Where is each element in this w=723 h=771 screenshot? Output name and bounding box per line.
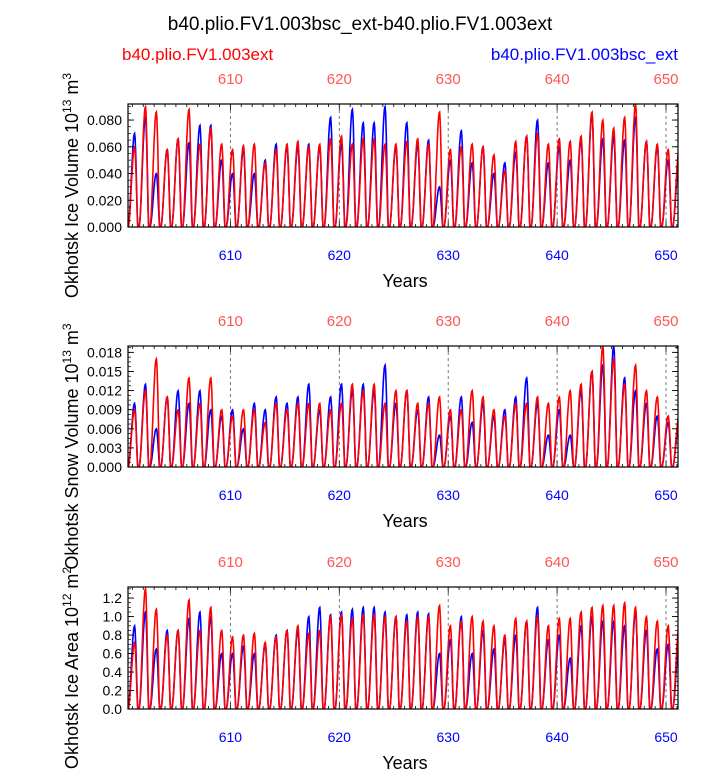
- x-tick-label-top: 610: [218, 71, 243, 88]
- x-axis-label: Years: [382, 271, 427, 291]
- y-axis-label-unit-exponent: 3: [60, 73, 74, 80]
- y-tick-label: 0.009: [87, 402, 122, 418]
- x-tick-label-bottom: 620: [328, 729, 352, 745]
- plot-frame: [127, 345, 679, 468]
- y-tick-label: 0.8: [103, 627, 123, 643]
- y-tick-label: 0.0: [103, 701, 123, 717]
- y-tick-label: 0.006: [87, 421, 122, 437]
- legend-label-ext: b40.plio.FV1.003ext: [122, 45, 273, 64]
- x-tick-label-bottom: 640: [545, 247, 569, 263]
- x-tick-label-top: 640: [545, 554, 570, 571]
- chart-panel-ice-volume: 610 610 620 620 630 630 640 640 650 650 0.000 0.020…: [60, 71, 679, 298]
- y-axis-label-unit: m: [62, 80, 82, 100]
- legend-label-bsc-ext: b40.plio.FV1.003bsc_ext: [491, 45, 678, 64]
- y-axis-label-text: Okhotsk Ice Volume 10: [62, 113, 82, 298]
- chart-panels: 6106106206206306306406406506500.0000.020…: [60, 71, 679, 771]
- y-tick-label: 0.000: [87, 459, 122, 475]
- x-tick-label-bottom: 610: [219, 487, 243, 503]
- y-tick-label: 0.4: [103, 664, 123, 680]
- y-axis-label-unit-exponent: 3: [60, 323, 74, 330]
- y-tick-label: 0.2: [103, 683, 123, 699]
- chart-panel-ice-area: 610 610 620 620 630 630 640 640 650 650 0.0 0.2 0.4 0…: [60, 554, 679, 771]
- series-line-ext: [128, 346, 678, 467]
- y-axis-label: Okhotsk Ice Volume 1013 m3: [60, 73, 82, 298]
- y-axis-label-exponent: 13: [60, 99, 74, 113]
- x-tick-label-bottom: 650: [654, 487, 678, 503]
- x-tick-label-bottom: 610: [219, 247, 243, 263]
- y-tick-label: 0.060: [87, 139, 122, 155]
- x-tick-label-top: 620: [327, 71, 352, 88]
- y-axis-label-exponent: 13: [60, 350, 74, 364]
- plot-frame: [127, 586, 679, 710]
- y-axis-label-unit-exponent: 2: [60, 567, 74, 574]
- plot-frame: [127, 103, 679, 228]
- x-tick-label-top: 640: [545, 71, 570, 88]
- x-tick-label-top: 610: [218, 313, 243, 330]
- y-tick-label: 0.003: [87, 440, 122, 456]
- y-axis-label-exponent: 12: [60, 593, 74, 607]
- x-tick-label-top: 650: [654, 313, 679, 330]
- y-axis-label-unit: m: [62, 574, 82, 594]
- x-tick-label-top: 630: [436, 554, 461, 571]
- x-tick-label-bottom: 630: [437, 729, 461, 745]
- y-axis-label: Okhotsk Ice Area 1012 m2: [60, 567, 82, 769]
- x-tick-label-bottom: 610: [219, 729, 243, 745]
- y-tick-label: 1.0: [103, 609, 123, 625]
- x-tick-label-bottom: 650: [654, 247, 678, 263]
- x-axis-label: Years: [382, 753, 427, 771]
- y-tick-label: 0.012: [87, 383, 122, 399]
- y-tick-label: 0.000: [87, 219, 122, 235]
- x-tick-label-bottom: 620: [328, 487, 352, 503]
- series-line-ext: [128, 104, 678, 227]
- x-axis-label: Years: [382, 511, 427, 531]
- x-tick-label-bottom: 640: [545, 729, 569, 745]
- y-axis-label-text: Okhotsk Ice Area 10: [62, 607, 82, 769]
- y-tick-label: 0.6: [103, 646, 123, 662]
- x-tick-label-top: 610: [218, 554, 243, 571]
- x-tick-label-top: 650: [654, 554, 679, 571]
- x-tick-label-bottom: 620: [328, 247, 352, 263]
- x-tick-label-top: 620: [327, 313, 352, 330]
- y-tick-label: 0.018: [87, 344, 122, 360]
- x-tick-label-top: 650: [654, 71, 679, 88]
- y-tick-label: 0.015: [87, 363, 122, 379]
- x-tick-label-bottom: 640: [545, 487, 569, 503]
- y-axis-label-unit: m: [62, 330, 82, 350]
- x-tick-label-bottom: 630: [437, 487, 461, 503]
- y-tick-label: 1.2: [103, 590, 123, 606]
- y-tick-label: 0.080: [87, 112, 122, 128]
- chart-panel-snow-volume: 610 610 620 620 630 630 640 640 650 650 0.000 0.003…: [60, 313, 679, 570]
- x-tick-label-top: 630: [436, 313, 461, 330]
- x-tick-label-bottom: 630: [437, 247, 461, 263]
- x-tick-label-top: 630: [436, 71, 461, 88]
- y-tick-label: 0.020: [87, 192, 122, 208]
- x-tick-label-top: 620: [327, 554, 352, 571]
- y-axis-label: Okhotsk Snow Volume 1013 m3: [60, 323, 82, 569]
- y-tick-label: 0.040: [87, 166, 122, 182]
- y-axis-label-text: Okhotsk Snow Volume 10: [62, 363, 82, 569]
- series-line-ext: [128, 587, 678, 709]
- figure-title: b40.plio.FV1.003bsc_ext-b40.plio.FV1.003…: [168, 14, 553, 35]
- x-tick-label-top: 640: [545, 313, 570, 330]
- x-tick-label-bottom: 650: [654, 729, 678, 745]
